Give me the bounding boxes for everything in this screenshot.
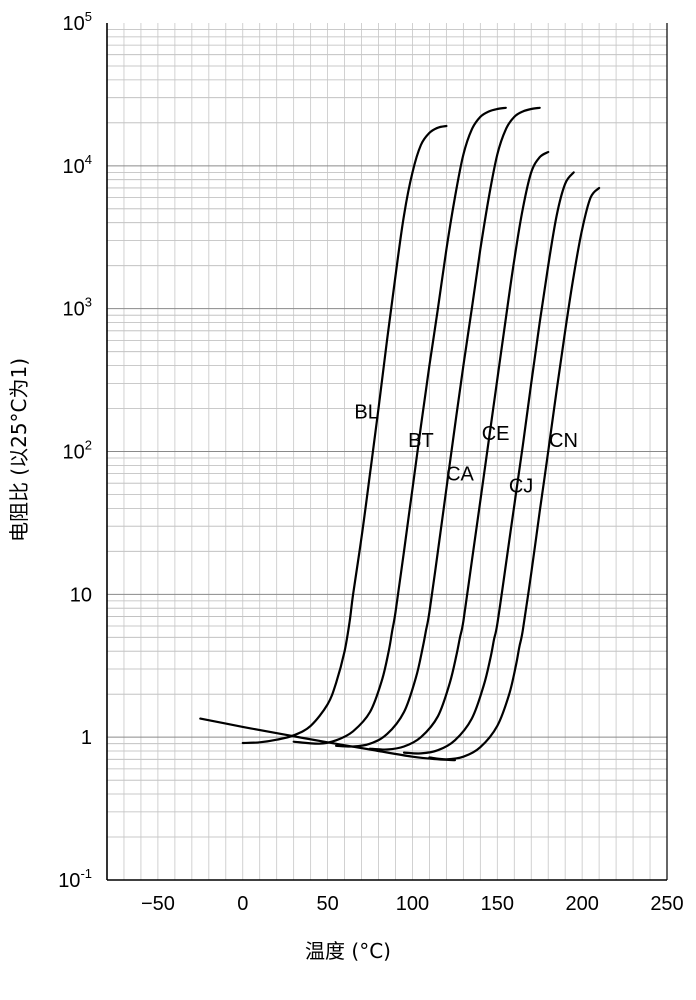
series-line-bl	[241, 124, 448, 745]
x-tick-labels: −50 0 50 100 150 200 250	[141, 893, 684, 915]
x-tick-label: 150	[481, 893, 514, 915]
x-tick-label: 0	[237, 893, 248, 915]
series-line-ce	[368, 150, 550, 751]
curve-label-ce: CE	[482, 423, 510, 445]
curve-labels: BL BT CA CE CJ CN	[354, 402, 578, 498]
series-line-cj	[402, 171, 575, 755]
y-tick-label: 10	[70, 584, 92, 606]
y-tick-label: 104	[63, 152, 92, 178]
curve-label-bt: BT	[408, 430, 434, 452]
y-tick-label: 102	[63, 438, 92, 464]
y-tick-label: 105	[63, 9, 92, 35]
y-tick-label: 10-1	[58, 866, 92, 892]
x-tick-label: 50	[316, 893, 338, 915]
series-line-ca	[335, 106, 541, 748]
y-tick-labels: 10-1 1 10 102 103 104 105	[58, 9, 92, 892]
major-gridlines	[107, 165, 667, 738]
x-tick-label: 200	[565, 893, 598, 915]
series-layer	[199, 106, 601, 762]
series-line-bt	[292, 106, 507, 745]
x-tick-label: 250	[650, 893, 683, 915]
y-tick-label: 103	[63, 295, 92, 321]
series-line-baseline	[199, 717, 456, 762]
curve-label-cj: CJ	[509, 475, 533, 497]
curve-label-cn: CN	[549, 430, 578, 452]
x-tick-label: 100	[396, 893, 429, 915]
x-tick-label: −50	[141, 893, 175, 915]
plot-axes	[106, 23, 668, 881]
curve-label-bl: BL	[354, 402, 378, 424]
y-tick-label: 1	[81, 727, 92, 749]
y-axis-title: 电阻比 (以25°C为1)	[7, 358, 31, 542]
curve-label-ca: CA	[446, 464, 474, 486]
series-line-cn	[428, 186, 601, 761]
x-axis-title: 温度 (°C)	[305, 939, 391, 963]
